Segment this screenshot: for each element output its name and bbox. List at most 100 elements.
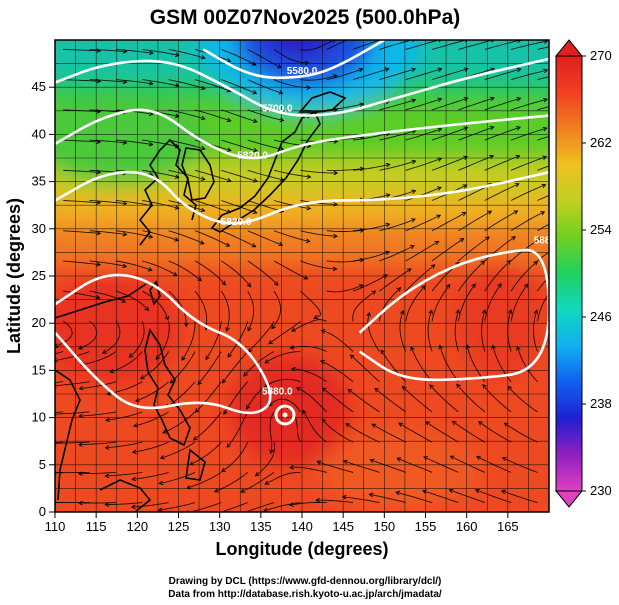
streamline-arrow <box>542 155 548 160</box>
streamline <box>55 411 90 415</box>
streamline-arrow <box>194 408 200 413</box>
streamline-arrow <box>366 311 371 317</box>
streamline <box>186 472 222 489</box>
streamline <box>78 320 98 350</box>
streamline <box>220 290 230 332</box>
streamline <box>168 230 204 245</box>
streamline <box>89 290 126 303</box>
streamline-arrow <box>537 237 543 242</box>
streamline <box>321 418 354 443</box>
streamline-arrow <box>253 147 258 153</box>
streamline <box>379 245 415 262</box>
streamline <box>190 441 222 466</box>
streamline-arrow <box>253 178 258 183</box>
streamline-arrow <box>78 345 83 350</box>
streamline <box>300 260 337 270</box>
streamline <box>352 68 389 81</box>
streamline <box>55 381 64 384</box>
streamline-arrow <box>221 280 226 286</box>
streamline-arrow <box>162 429 167 434</box>
streamline <box>458 260 485 292</box>
streamline <box>379 68 416 81</box>
streamline <box>289 502 327 506</box>
colorbar: 270 262 254 246 238 230 <box>554 39 612 508</box>
streamline-arrow <box>357 34 361 38</box>
streamline-arrow <box>148 81 154 86</box>
streamline-arrow <box>269 449 274 455</box>
streamline <box>63 230 101 234</box>
streamline-arrow <box>26 413 30 417</box>
streamline <box>162 411 196 434</box>
streamline-arrow <box>471 283 476 289</box>
streamline-arrow <box>541 183 547 189</box>
streamline-arrow <box>423 456 428 461</box>
y-tick-label: 0 <box>39 504 46 519</box>
streamline <box>129 321 145 358</box>
y-tick-label: 10 <box>32 410 46 425</box>
streamline <box>405 157 442 171</box>
streamline <box>347 388 380 413</box>
streamline-arrow <box>507 385 512 391</box>
streamline <box>247 169 284 181</box>
streamline-arrow <box>358 284 364 289</box>
streamline-arrow <box>383 274 389 279</box>
streamline-arrow <box>385 222 391 228</box>
streamline-arrow <box>359 102 365 107</box>
colorbar-body <box>555 55 583 492</box>
geopotential-contours: 5580.0 5700.0 5820.0 5820.0 5880.0 5880.0 <box>55 40 549 415</box>
streamline <box>537 276 549 292</box>
streamline <box>194 109 231 122</box>
streamline-arrow <box>240 488 246 493</box>
streamline-arrow <box>122 231 128 237</box>
y-tick-label: 20 <box>32 315 46 330</box>
streamline-arrow <box>27 384 31 388</box>
streamline <box>264 378 301 388</box>
streamline-arrow <box>192 436 198 441</box>
streamline-arrow <box>200 115 206 121</box>
x-tick-label: 155 <box>415 519 437 534</box>
streamline <box>476 456 512 473</box>
streamline <box>194 79 231 92</box>
streamline-arrow <box>226 443 232 448</box>
streamline-arrow <box>448 488 454 494</box>
streamline <box>405 40 441 50</box>
streamline-arrow <box>306 85 312 90</box>
streamline <box>431 284 451 322</box>
streamline <box>367 312 380 352</box>
streamline-arrow <box>332 40 336 43</box>
streamline <box>484 155 520 171</box>
contour-line <box>55 170 549 225</box>
streamline-arrow <box>96 230 102 236</box>
streamline <box>405 98 442 111</box>
streamline-arrow <box>174 52 180 58</box>
streamline <box>371 423 406 443</box>
contour-line <box>202 40 385 80</box>
streamline <box>431 212 466 232</box>
y-tick-label: 5 <box>39 457 46 472</box>
streamline <box>484 126 521 141</box>
streamline <box>142 260 178 276</box>
streamline <box>537 76 549 81</box>
streamline-arrow <box>148 50 154 56</box>
streamline-arrow <box>200 207 206 213</box>
streamline-arrow <box>279 117 285 123</box>
streamline-arrow <box>384 67 390 72</box>
streamline-arrow <box>159 454 165 460</box>
chart-title: GSM 00Z07Nov2025 (500.0hPa) <box>150 6 461 29</box>
streamline <box>422 490 459 504</box>
y-tick-label: 35 <box>32 174 46 189</box>
streamline-arrow <box>359 166 365 172</box>
streamline <box>263 502 301 512</box>
streamline-arrow <box>26 442 30 446</box>
streamline <box>533 310 538 352</box>
streamline <box>214 472 248 493</box>
streamline-arrow <box>271 324 276 330</box>
colorbar-tick-label: 254 <box>590 222 612 237</box>
streamline-arrow <box>131 449 137 455</box>
streamline-arrow <box>109 368 115 374</box>
streamline <box>410 346 433 382</box>
streamline-arrow <box>333 202 339 207</box>
colorbar-tick-label: 246 <box>590 309 612 324</box>
streamline <box>317 461 354 473</box>
